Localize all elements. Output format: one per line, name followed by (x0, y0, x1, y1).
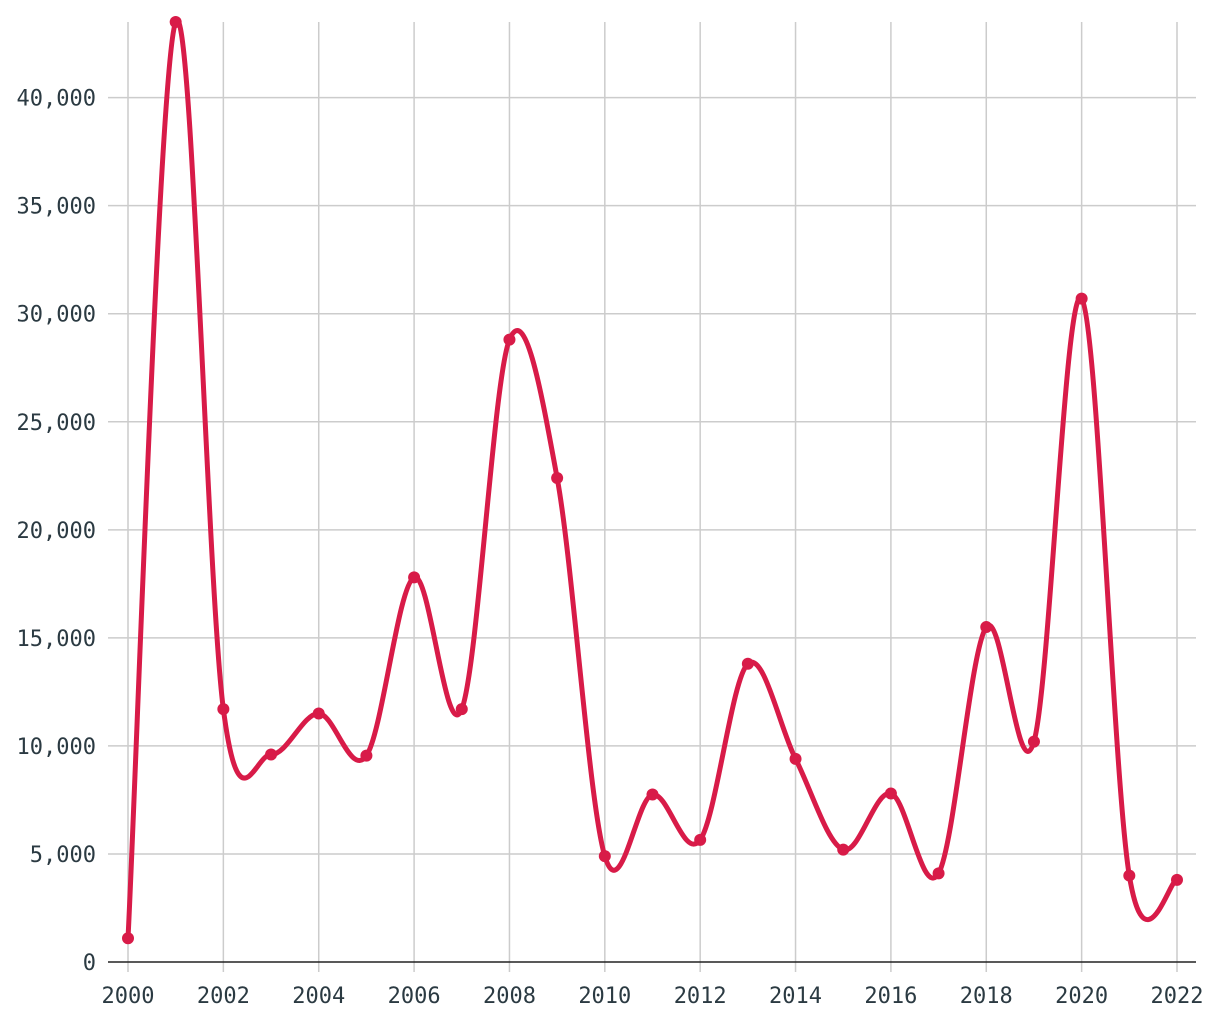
chart-tick-labels: 0 5,000 10,000 15,000 20,000 25,000 30,000 35,0… (17, 87, 1204, 1009)
y-tick-label: 25,000 (17, 411, 96, 436)
x-tick-label: 2022 (1151, 984, 1204, 1009)
series-line (125, 17, 1180, 941)
data-point (265, 748, 278, 761)
y-tick-label: 10,000 (17, 735, 96, 760)
y-tick-label: 20,000 (17, 519, 96, 544)
x-tick-label: 2002 (197, 984, 250, 1009)
data-point (551, 471, 564, 484)
data-point (884, 787, 897, 800)
x-tick-label: 2008 (483, 984, 536, 1009)
data-point (789, 752, 802, 765)
x-tick-label: 2020 (1055, 984, 1108, 1009)
data-point (837, 843, 850, 856)
data-point (1123, 869, 1136, 882)
x-tick-label: 2006 (388, 984, 441, 1009)
x-tick-label: 2010 (578, 984, 631, 1009)
chart-series (122, 16, 1183, 945)
data-point (122, 932, 134, 945)
data-point (646, 788, 659, 801)
x-tick-label: 2000 (102, 984, 155, 1009)
x-tick-label: 2004 (292, 984, 345, 1009)
x-tick-label: 2014 (769, 984, 822, 1009)
y-tick-label: 30,000 (17, 303, 96, 328)
data-point (598, 850, 611, 863)
x-tick-label: 2016 (864, 984, 917, 1009)
y-tick-label: 35,000 (17, 195, 96, 220)
data-point (694, 833, 707, 846)
x-tick-label: 2012 (674, 984, 727, 1009)
y-tick-label: 0 (83, 951, 96, 976)
y-tick-label: 40,000 (17, 87, 96, 112)
data-point (217, 703, 230, 716)
x-tick-label: 2018 (960, 984, 1013, 1009)
data-point (169, 16, 182, 28)
data-point (408, 571, 421, 584)
data-point (980, 621, 993, 634)
chart-grid (108, 22, 1196, 972)
data-point (1171, 873, 1183, 886)
data-point (455, 703, 468, 716)
data-point (1075, 292, 1088, 305)
data-point (932, 867, 945, 880)
data-point (360, 749, 373, 762)
data-point (312, 707, 325, 720)
data-point (1027, 735, 1040, 748)
y-tick-label: 5,000 (30, 843, 96, 868)
data-point (503, 333, 516, 346)
data-point (741, 657, 754, 670)
y-tick-label: 15,000 (17, 627, 96, 652)
